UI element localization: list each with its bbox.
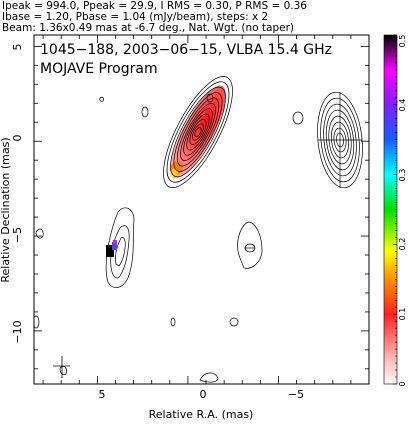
mid-knot-contours — [237, 221, 263, 269]
colorbar-labels: 0 0.1 0.2 0.3 0.4 0.5 — [398, 35, 407, 387]
small-contours — [34, 93, 304, 383]
colorbar-label: 0.1 — [398, 308, 407, 321]
colorbar-label: 0.4 — [398, 99, 407, 112]
colorbar-label: 0 — [398, 381, 407, 386]
x-tick-label: −5 — [288, 388, 304, 401]
header-line-2: Ibase = 1.20, Pbase = 1.04 (mJy/beam), s… — [2, 11, 268, 23]
x-tick-label: 0 — [200, 388, 207, 401]
colorbar-label: 0.2 — [398, 238, 407, 251]
core-polarization — [170, 85, 226, 179]
axis-ticks — [34, 35, 370, 384]
left-knot-magenta — [113, 240, 117, 244]
chart-title: 1045−188, 2003−06−15, VLBA 15.4 GHz — [40, 42, 332, 58]
x-axis-title: Relative R.A. (mas) — [149, 408, 254, 421]
map-content — [34, 76, 363, 383]
colorbar-ticks — [393, 34, 397, 385]
header-line-1: Ipeak = 994.0, Ppeak = 29.9, I RMS = 0.3… — [2, 0, 307, 12]
left-knot-peak — [106, 245, 114, 257]
beam-cross — [318, 92, 362, 188]
y-tick-label: 5 — [11, 44, 24, 51]
y-tick-label: 0 — [11, 135, 24, 142]
header-line-3: Beam: 1.36x0.49 mas at -6.7 deg., Nat. W… — [2, 22, 294, 34]
beam-ellipse — [317, 91, 363, 189]
left-knot-blue — [112, 242, 117, 250]
core-contours — [163, 76, 233, 188]
x-tick-labels: 5 0 −5 — [99, 388, 305, 401]
y-tick-label: −5 — [11, 227, 24, 243]
x-tick-label: 5 — [99, 388, 106, 401]
chart-subtitle: MOJAVE Program — [40, 61, 158, 77]
y-tick-labels: 5 0 −5 −10 — [11, 44, 24, 344]
beam-marker — [53, 356, 70, 378]
y-axis-title: Relative Declination (mas) — [0, 137, 12, 282]
colorbar-label: 0.3 — [398, 169, 407, 182]
plot-area — [33, 34, 370, 385]
y-tick-label: −10 — [11, 320, 24, 343]
colorbar-label: 0.5 — [398, 35, 407, 48]
